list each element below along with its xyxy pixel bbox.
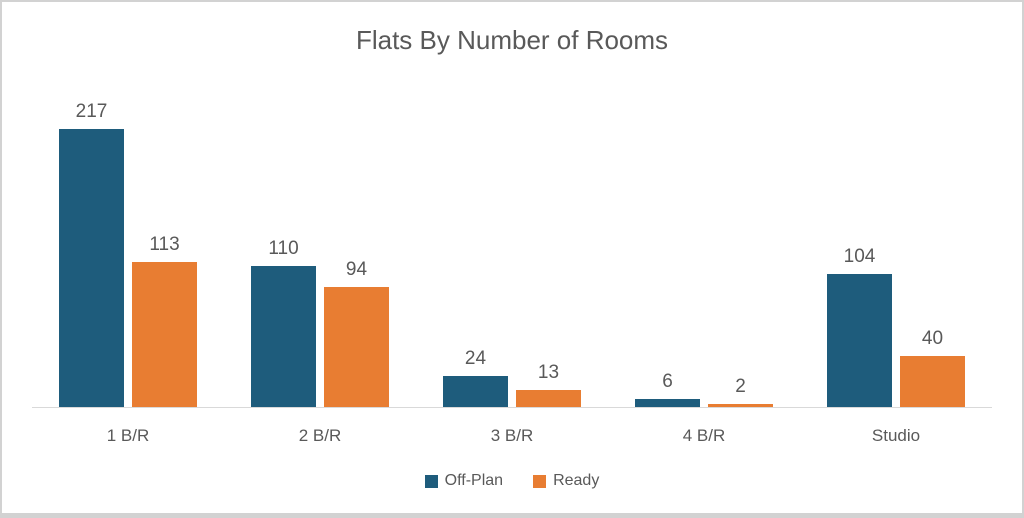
- bar-off-plan: [59, 129, 124, 407]
- value-label: 40: [921, 327, 944, 349]
- bar-wrap: 40: [900, 75, 965, 407]
- bar-wrap: 2: [708, 75, 773, 407]
- bar-ready: [708, 404, 773, 407]
- value-label: 104: [843, 245, 876, 267]
- x-axis-label: 1 B/R: [106, 426, 150, 445]
- bar-ready: [516, 390, 581, 407]
- legend-item: Off-Plan: [424, 472, 504, 490]
- bar-group: 217 113: [32, 75, 224, 407]
- bar-wrap: 94: [324, 75, 389, 407]
- bar-off-plan: [251, 266, 316, 407]
- bar-off-plan: [827, 273, 892, 407]
- bar-ready: [324, 286, 389, 407]
- x-axis-label: 4 B/R: [682, 426, 726, 445]
- legend-item: Ready: [533, 472, 599, 490]
- x-axis-label: Studio: [871, 426, 921, 445]
- legend-label: Ready: [553, 472, 600, 489]
- legend-swatch-icon: [533, 474, 547, 488]
- bar-group: 110 94: [224, 75, 416, 407]
- bar-group: 104 40: [800, 75, 992, 407]
- chart-title: Flats By Number of Rooms: [355, 25, 669, 55]
- bar-wrap: 113: [132, 75, 197, 407]
- bar-wrap: 217: [59, 75, 124, 407]
- legend: Off-Plan Ready: [2, 472, 1022, 490]
- bar-group: 24 13: [416, 75, 608, 407]
- value-label: 13: [537, 362, 560, 384]
- value-label: 113: [149, 234, 180, 256]
- bar-ready: [132, 262, 197, 407]
- bar-off-plan: [443, 376, 508, 407]
- x-axis-label: 2 B/R: [298, 426, 342, 445]
- bar-wrap: 110: [251, 75, 316, 407]
- bar-ready: [900, 355, 965, 407]
- legend-label: Off-Plan: [444, 472, 504, 489]
- plot-area: 217 113 110 94 24 13 6 2 104 40: [32, 75, 992, 408]
- bar-off-plan: [635, 399, 700, 407]
- legend-swatch-icon: [424, 474, 438, 488]
- bar-wrap: 6: [635, 75, 700, 407]
- value-label: 6: [662, 371, 673, 393]
- value-label: 24: [464, 348, 487, 370]
- bar-wrap: 13: [516, 75, 581, 407]
- value-label: 217: [75, 101, 108, 123]
- value-label: 110: [268, 238, 299, 260]
- x-axis-label: 3 B/R: [490, 426, 534, 445]
- value-label: 2: [735, 376, 746, 398]
- bar-wrap: 24: [443, 75, 508, 407]
- bar-wrap: 104: [827, 75, 892, 407]
- x-axis-labels: 1 B/R 2 B/R 3 B/R 4 B/R Studio: [32, 408, 992, 446]
- value-label: 94: [345, 258, 368, 280]
